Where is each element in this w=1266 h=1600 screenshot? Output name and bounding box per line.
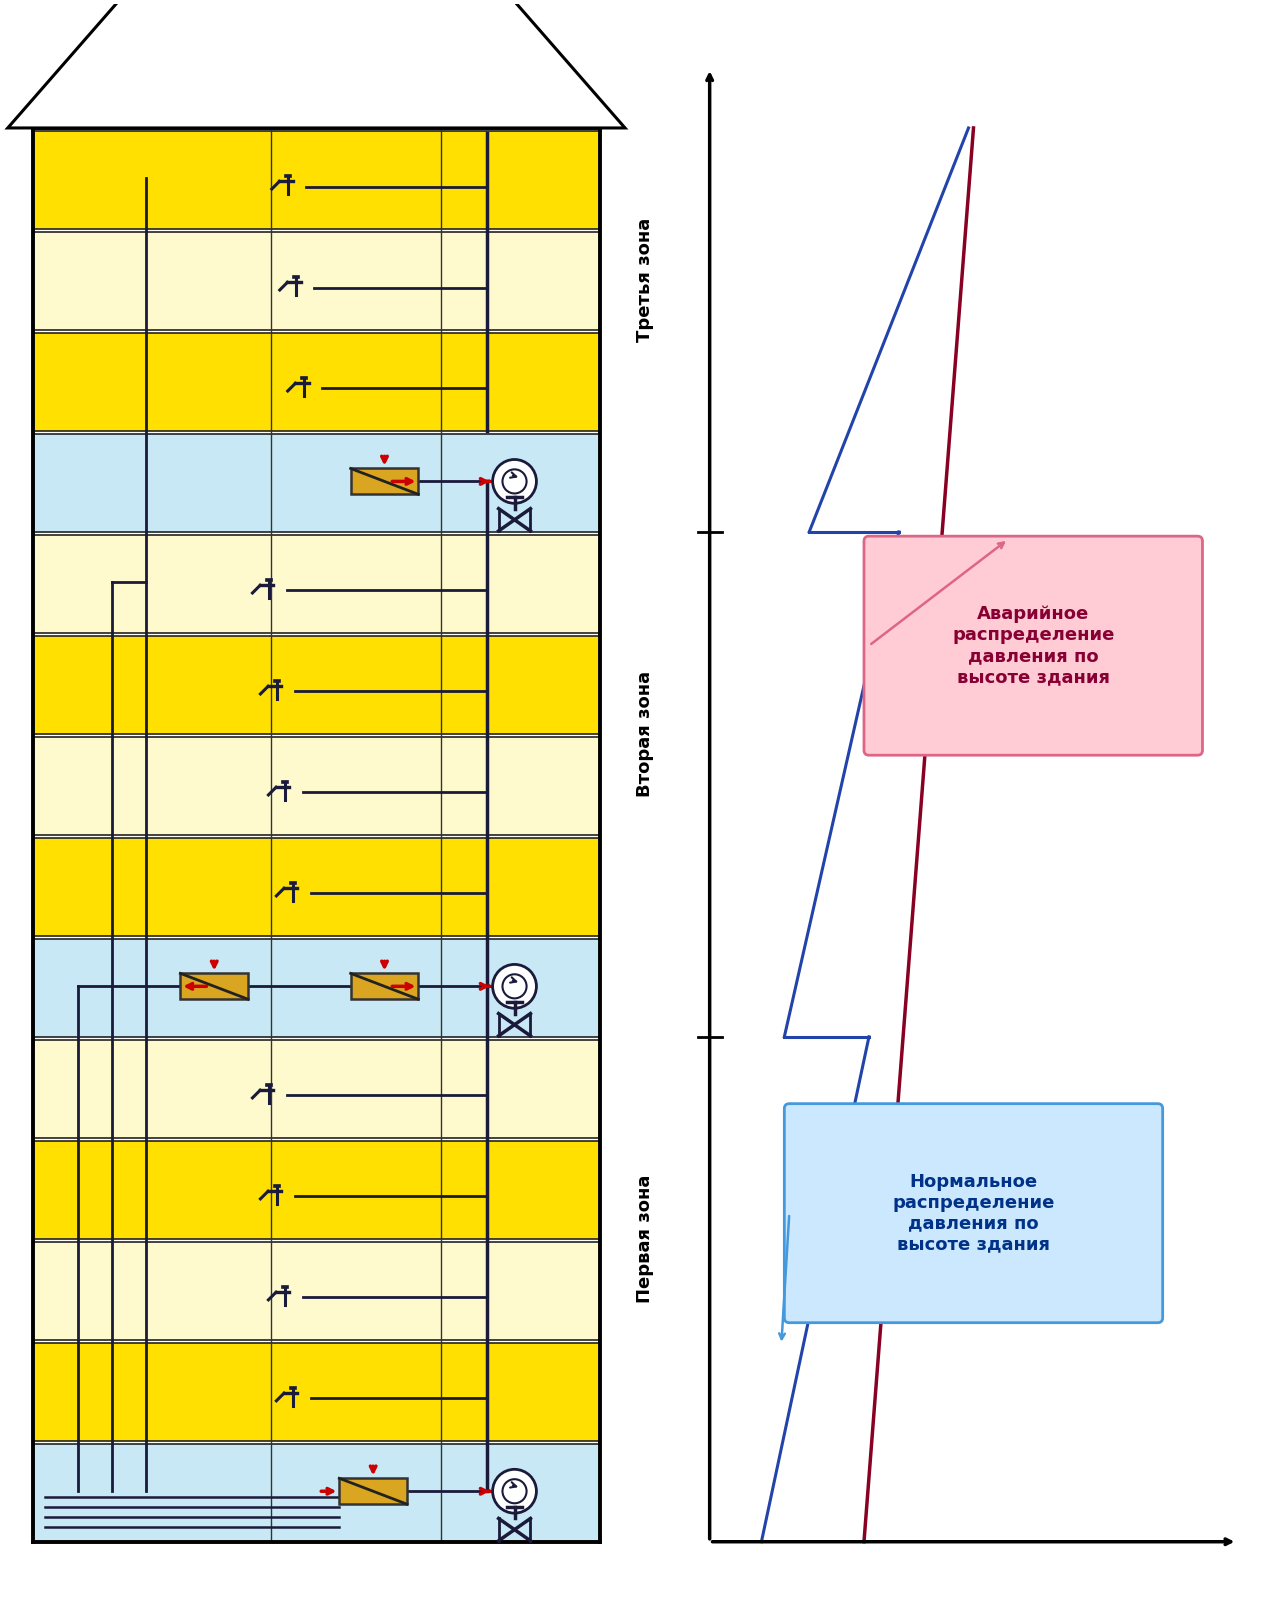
Text: Первая зона: Первая зона	[636, 1174, 655, 1302]
Text: Вторая зона: Вторая зона	[636, 670, 655, 797]
Polygon shape	[8, 0, 625, 128]
Circle shape	[492, 459, 537, 504]
Bar	[33, 1443, 600, 1542]
Bar	[33, 434, 600, 531]
Bar	[33, 635, 600, 734]
Bar	[33, 1342, 600, 1440]
Bar	[33, 1242, 600, 1339]
Circle shape	[503, 469, 527, 493]
Circle shape	[503, 974, 527, 998]
Circle shape	[492, 965, 537, 1008]
Bar	[33, 838, 600, 936]
Text: Третья зона: Третья зона	[636, 218, 655, 341]
Bar	[339, 1478, 406, 1504]
Bar	[33, 232, 600, 330]
Circle shape	[492, 1469, 537, 1514]
Text: Аварийное
распределение
давления по
высоте здания: Аварийное распределение давления по высо…	[952, 605, 1114, 686]
FancyBboxPatch shape	[785, 1104, 1162, 1323]
Bar	[33, 131, 600, 229]
Bar	[33, 939, 600, 1037]
FancyBboxPatch shape	[863, 536, 1203, 755]
Text: Нормальное
распределение
давления по
высоте здания: Нормальное распределение давления по выс…	[893, 1173, 1055, 1253]
Bar	[33, 738, 600, 835]
Bar	[33, 1141, 600, 1238]
Bar	[33, 534, 600, 634]
Bar	[33, 333, 600, 430]
Circle shape	[503, 1478, 527, 1504]
Bar	[33, 1040, 600, 1138]
Bar	[351, 469, 418, 494]
Bar	[180, 973, 248, 1000]
Bar	[351, 973, 418, 1000]
